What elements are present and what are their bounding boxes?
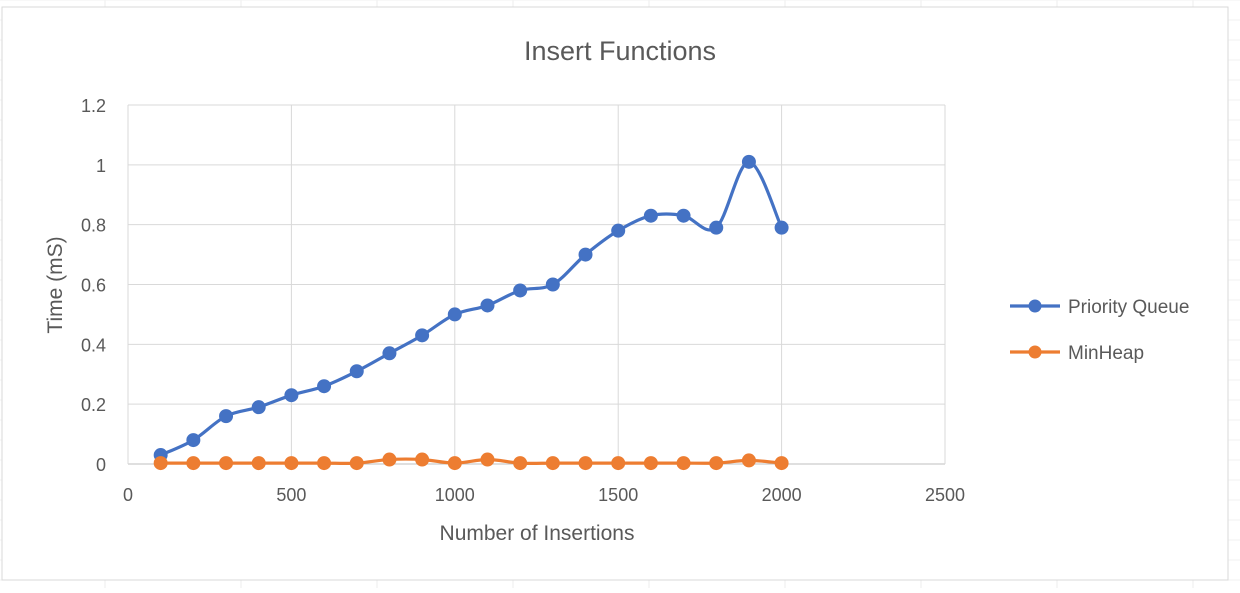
- series-minheap: [153, 452, 789, 471]
- y-tick-label: 0.4: [81, 335, 106, 355]
- x-tick-label: 1500: [598, 485, 638, 505]
- data-point: [447, 307, 462, 322]
- data-point: [251, 456, 266, 471]
- data-point: [709, 456, 724, 471]
- data-point: [676, 456, 691, 471]
- data-point: [284, 388, 299, 403]
- data-point: [676, 208, 691, 223]
- y-tick-label: 0.8: [81, 216, 106, 236]
- data-point: [186, 433, 201, 448]
- x-tick-label: 1000: [435, 485, 475, 505]
- y-tick-label: 1: [96, 156, 106, 176]
- y-axis-ticks: 0 0.2 0.4 0.6 0.8 1 1.2: [81, 96, 106, 475]
- data-point: [545, 277, 560, 292]
- data-point: [643, 208, 658, 223]
- data-point: [741, 154, 756, 169]
- data-point: [317, 456, 332, 471]
- data-point: [513, 283, 528, 298]
- data-point: [480, 298, 495, 313]
- y-tick-label: 0.2: [81, 395, 106, 415]
- data-point: [186, 456, 201, 471]
- y-tick-label: 1.2: [81, 96, 106, 116]
- data-point: [741, 453, 756, 468]
- chart-area-border: [1, 6, 1229, 581]
- data-point: [415, 328, 430, 343]
- legend-label: Priority Queue: [1068, 297, 1189, 318]
- legend-item: Priority Queue: [1010, 297, 1189, 318]
- data-point: [774, 456, 789, 471]
- legend: Priority Queue MinHeap: [1010, 297, 1189, 364]
- data-point: [251, 400, 266, 415]
- data-point: [382, 452, 397, 467]
- x-tick-label: 500: [276, 485, 306, 505]
- x-axis-label: Number of Insertions: [440, 522, 635, 545]
- data-point: [578, 456, 593, 471]
- legend-label: MinHeap: [1068, 343, 1144, 364]
- data-point: [317, 379, 332, 394]
- data-point: [415, 452, 430, 467]
- x-tick-label: 0: [123, 485, 133, 505]
- data-point: [349, 364, 364, 379]
- series-priority-queue: [153, 154, 789, 463]
- data-point: [611, 223, 626, 238]
- data-point: [774, 220, 789, 235]
- data-point: [284, 456, 299, 471]
- data-point: [513, 456, 528, 471]
- data-point: [480, 452, 495, 467]
- data-point: [578, 247, 593, 262]
- x-tick-label: 2000: [762, 485, 802, 505]
- data-point: [611, 456, 626, 471]
- x-tick-label: 2500: [925, 485, 965, 505]
- y-tick-label: 0: [96, 455, 106, 475]
- data-point: [153, 456, 168, 471]
- legend-marker: [1028, 299, 1042, 313]
- data-point: [382, 346, 397, 361]
- y-tick-label: 0.6: [81, 276, 106, 296]
- legend-marker: [1028, 345, 1042, 359]
- data-point: [349, 456, 364, 471]
- y-axis-label: Time (mS): [44, 236, 67, 333]
- data-point: [219, 456, 234, 471]
- chart-title: Insert Functions: [524, 36, 716, 66]
- x-axis-ticks: 0 500 1000 1500 2000 2500: [123, 485, 965, 505]
- data-point: [545, 456, 560, 471]
- gridlines: [127, 104, 946, 465]
- data-point: [219, 409, 234, 424]
- data-point: [447, 456, 462, 471]
- legend-item: MinHeap: [1010, 343, 1144, 364]
- data-point: [709, 220, 724, 235]
- data-point: [643, 456, 658, 471]
- data-series: [153, 154, 789, 471]
